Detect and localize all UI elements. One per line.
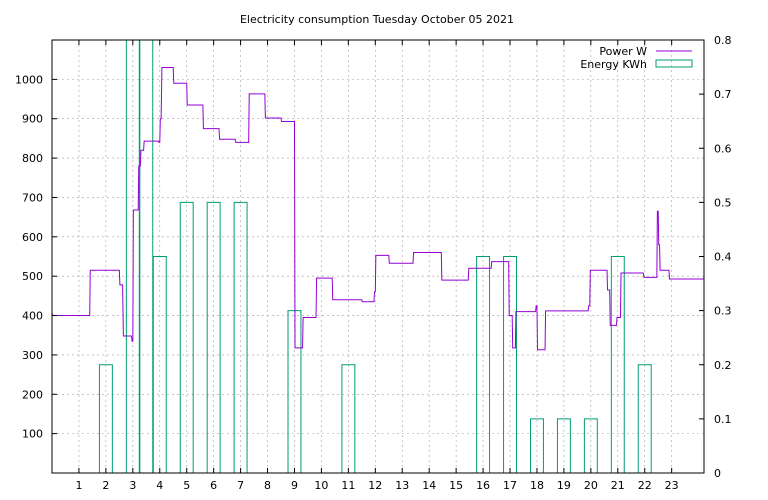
x-tick-label: 23 (665, 479, 679, 492)
x-tick-label: 10 (314, 479, 328, 492)
x-tick-label: 8 (264, 479, 271, 492)
energy-bar (139, 40, 154, 473)
x-tick-label: 1 (75, 479, 82, 492)
y-axis-right: 0 0.1 0.2 0.3 0.4 0.5 0.6 0.7 0.8 (699, 34, 732, 480)
y-tick-label: 1000 (15, 73, 43, 86)
energy-bar (206, 201, 221, 473)
x-tick-label: 2 (102, 479, 109, 492)
energy-series (98, 40, 652, 473)
y-tick-label: 900 (22, 113, 43, 126)
x-axis: 1 2 3 4 5 6 7 8 9 10 11 12 13 14 15 16 17 18 19 20 21 22 23 (75, 40, 679, 492)
y2-tick-label: 0.4 (714, 251, 732, 264)
y-tick-label: 500 (22, 270, 43, 283)
x-tick-label: 16 (476, 479, 490, 492)
y2-tick-label: 0.3 (714, 305, 732, 318)
x-tick-label: 20 (584, 479, 598, 492)
energy-bar (341, 364, 356, 473)
x-tick-label: 7 (237, 479, 244, 492)
energy-bar (98, 364, 113, 473)
energy-bar (503, 256, 517, 473)
legend: Power W Energy KWh (580, 45, 693, 71)
y-tick-label: 100 (22, 428, 43, 441)
y2-tick-label: 0.6 (714, 142, 732, 155)
x-tick-label: 17 (503, 479, 517, 492)
energy-bar (125, 40, 140, 473)
y2-tick-label: 0.2 (714, 359, 732, 372)
y2-tick-label: 0.5 (714, 196, 732, 209)
energy-bar (476, 256, 491, 473)
x-tick-label: 12 (368, 479, 382, 492)
y-tick-label: 400 (22, 310, 43, 323)
x-tick-label: 9 (291, 479, 298, 492)
energy-bar (233, 201, 248, 473)
x-tick-label: 14 (422, 479, 436, 492)
x-tick-label: 21 (611, 479, 625, 492)
x-tick-label: 18 (530, 479, 544, 492)
x-tick-label: 19 (557, 479, 571, 492)
y-axis-left: 100 200 300 400 500 600 700 800 900 1000 (15, 73, 57, 441)
chart-title: Electricity consumption Tuesday October … (240, 13, 514, 26)
y-tick-label: 800 (22, 152, 43, 165)
x-tick-label: 4 (156, 479, 163, 492)
y2-tick-label: 0 (714, 467, 721, 480)
y-tick-label: 600 (22, 231, 43, 244)
y2-tick-label: 0.8 (714, 34, 732, 47)
x-tick-label: 3 (129, 479, 136, 492)
x-tick-label: 5 (183, 479, 190, 492)
x-tick-label: 22 (638, 479, 652, 492)
x-tick-label: 6 (210, 479, 217, 492)
power-series-line (52, 67, 704, 351)
y-tick-label: 300 (22, 349, 43, 362)
x-tick-label: 11 (341, 479, 355, 492)
y2-tick-label: 0.7 (714, 88, 732, 101)
x-tick-label: 15 (449, 479, 463, 492)
y-tick-label: 200 (22, 388, 43, 401)
energy-bar (583, 418, 598, 473)
energy-bar (637, 364, 652, 473)
y2-tick-label: 0.1 (714, 413, 732, 426)
legend-label-energy: Energy KWh (580, 58, 647, 71)
energy-bar (556, 418, 571, 473)
energy-bar (610, 256, 625, 473)
energy-bar (152, 256, 167, 473)
energy-bar (529, 418, 544, 473)
y-tick-label: 700 (22, 191, 43, 204)
legend-swatch-energy (655, 59, 693, 68)
legend-label-power: Power W (599, 45, 647, 58)
x-tick-label: 13 (395, 479, 409, 492)
energy-bar (179, 201, 194, 473)
